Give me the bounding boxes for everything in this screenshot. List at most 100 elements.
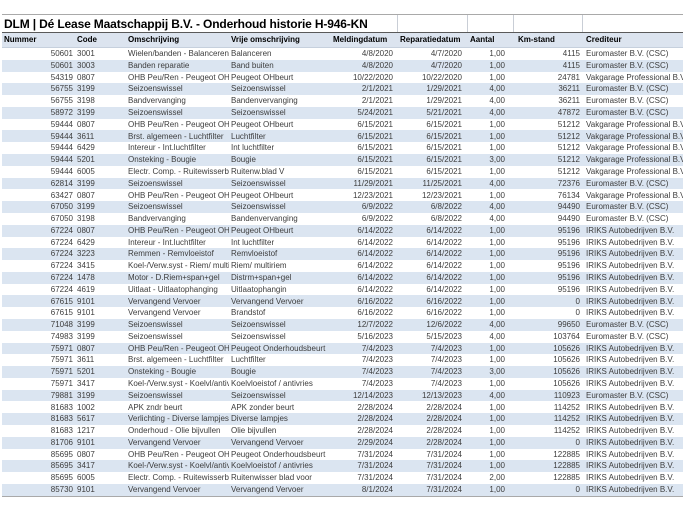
table-row: 50601 3001 Wielen/banden - Balanceren Balan… xyxy=(2,48,683,60)
cell-meldingdatum: 6/16/2022 xyxy=(357,296,393,306)
cell-km-stand: 51212 xyxy=(557,143,580,153)
cell-nummer: 67224 xyxy=(50,225,73,235)
cell-aantal: 1,00 xyxy=(489,249,505,259)
table-row: 85730 9101 Vervangend Vervoer Vervangend Ve… xyxy=(2,483,683,496)
cell-km-stand: 95196 xyxy=(557,261,580,271)
cell-crediteur: Vakgarage Professional B.V. xyxy=(586,155,683,165)
cell-meldingdatum: 6/14/2022 xyxy=(357,272,393,282)
table-row: 67615 9101 Vervangend Vervoer Brandstof 6/16… xyxy=(2,307,683,319)
cell-aantal: 1,00 xyxy=(489,308,505,318)
cell-vrije-omschrijving: Olie bijvullen xyxy=(231,426,277,436)
cell-km-stand: 4115 xyxy=(562,49,580,59)
cell-vrije-omschrijving: Distrm+span+gel xyxy=(231,272,292,282)
column-header-km-stand: Km-stand xyxy=(518,35,555,45)
report-title: DLM | Dé Lease Maatschappij B.V. - Onder… xyxy=(4,16,368,31)
cell-nummer: 54319 xyxy=(50,72,73,82)
column-header-row: Nummer Code Omschrijving Vrije omschrijv… xyxy=(2,33,683,48)
cell-omschrijving: Bandvervanging xyxy=(128,96,186,106)
cell-aantal: 1,00 xyxy=(489,237,505,247)
cell-aantal: 1,00 xyxy=(489,284,505,294)
cell-vrije-omschrijving: Ruitenw.blad V xyxy=(231,166,285,176)
cell-aantal: 1,00 xyxy=(489,261,505,271)
table-row: 54319 0807 OHB Peu/Ren - Peugeot OHbe Peuge… xyxy=(2,72,683,84)
cell-code: 0807 xyxy=(77,190,95,200)
cell-km-stand: 122885 xyxy=(553,473,580,483)
cell-reparatiedatum: 6/14/2022 xyxy=(426,261,462,271)
cell-km-stand: 105626 xyxy=(553,379,580,389)
cell-km-stand: 95196 xyxy=(557,284,580,294)
cell-reparatiedatum: 10/22/2020 xyxy=(421,72,462,82)
cell-reparatiedatum: 5/15/2023 xyxy=(426,331,462,341)
cell-km-stand: 36211 xyxy=(558,84,580,94)
cell-aantal: 1,00 xyxy=(489,131,505,141)
table-row: 81683 1002 APK zndr beurt APK zonder beurt 2… xyxy=(2,401,683,413)
table-row: 59444 6005 Electr. Comp. - Ruitewisserbla R… xyxy=(2,166,683,178)
cell-omschrijving: Banden reparatie xyxy=(128,60,190,70)
cell-aantal: 1,00 xyxy=(489,449,505,459)
cell-reparatiedatum: 6/15/2021 xyxy=(426,143,462,153)
cell-km-stand: 0 xyxy=(575,308,580,318)
cell-nummer: 59444 xyxy=(50,155,73,165)
cell-reparatiedatum: 6/14/2022 xyxy=(426,237,462,247)
cell-reparatiedatum: 7/31/2024 xyxy=(426,473,462,483)
cell-nummer: 62814 xyxy=(50,178,73,188)
cell-km-stand: 51212 xyxy=(557,131,580,141)
cell-km-stand: 94490 xyxy=(557,214,580,224)
table-row: 85695 6005 Electr. Comp. - Ruitewisserbla R… xyxy=(2,472,683,484)
cell-km-stand: 47872 xyxy=(557,108,580,118)
column-header-aantal: Aantal xyxy=(470,35,495,45)
cell-code: 3199 xyxy=(77,178,95,188)
cell-aantal: 1,00 xyxy=(489,49,505,59)
cell-vrije-omschrijving: Peugeot Onderhoudsbeurt xyxy=(231,449,326,459)
cell-vrije-omschrijving: Vervangend Vervoer xyxy=(231,437,304,447)
cell-aantal: 4,00 xyxy=(489,331,505,341)
cell-reparatiedatum: 7/31/2024 xyxy=(426,449,462,459)
report-title-row: DLM | Dé Lease Maatschappij B.V. - Onder… xyxy=(2,14,683,33)
table-row: 56755 3199 Seizoenswissel Seizoenswissel 2/1… xyxy=(2,83,683,96)
cell-nummer: 67050 xyxy=(50,202,73,212)
cell-meldingdatum: 6/15/2021 xyxy=(357,119,393,129)
cell-meldingdatum: 2/29/2024 xyxy=(357,437,393,447)
cell-code: 3001 xyxy=(77,49,95,59)
cell-aantal: 1,00 xyxy=(489,119,505,129)
table-row: 85695 3417 Koel-/Verw.syst - Koelvl/antivr… xyxy=(2,460,683,473)
cell-crediteur: IRIKS Autobedrijven B.V. xyxy=(586,343,675,353)
cell-aantal: 4,00 xyxy=(489,178,505,188)
cell-nummer: 59444 xyxy=(50,131,73,141)
table-row: 67224 3223 Remmen - Remvloeistof Remvloeist… xyxy=(2,248,683,261)
cell-omschrijving: Electr. Comp. - Ruitewisserbla xyxy=(128,473,229,483)
cell-omschrijving: Seizoenswissel xyxy=(128,178,183,188)
cell-vrije-omschrijving: Seizoenswissel xyxy=(231,390,286,400)
cell-km-stand: 103764 xyxy=(553,331,580,341)
cell-km-stand: 105626 xyxy=(553,343,580,353)
title-empty-cell xyxy=(582,15,683,32)
cell-meldingdatum: 5/24/2021 xyxy=(357,108,393,118)
cell-crediteur: IRIKS Autobedrijven B.V. xyxy=(586,414,675,424)
cell-code: 3417 xyxy=(77,379,95,389)
table-row: 67224 6429 Intereur - Int.luchtfilter Int l… xyxy=(2,237,683,249)
cell-km-stand: 76134 xyxy=(557,190,580,200)
cell-code: 3611 xyxy=(77,131,95,141)
cell-meldingdatum: 6/15/2021 xyxy=(357,166,393,176)
cell-crediteur: Vakgarage Professional B.V. xyxy=(586,131,683,141)
cell-code: 6429 xyxy=(77,237,95,247)
cell-meldingdatum: 2/28/2024 xyxy=(357,426,393,436)
cell-nummer: 67224 xyxy=(50,261,73,271)
cell-reparatiedatum: 6/15/2021 xyxy=(426,119,462,129)
cell-km-stand: 122885 xyxy=(553,449,580,459)
table-row: 59444 5201 Onsteking - Bougie Bougie 6/15/20… xyxy=(2,154,683,166)
cell-vrije-omschrijving: Peugeot OHbeurt xyxy=(231,190,294,200)
cell-code: 3198 xyxy=(77,214,95,224)
cell-vrije-omschrijving: Seizoenswissel xyxy=(231,202,286,212)
cell-meldingdatum: 5/16/2023 xyxy=(357,331,393,341)
cell-aantal: 1,00 xyxy=(489,190,505,200)
cell-crediteur: Euromaster B.V. (CSC) xyxy=(586,390,669,400)
table-row: 59444 6429 Intereur - Int.luchtfilter Int l… xyxy=(2,142,683,154)
cell-aantal: 4,00 xyxy=(489,390,505,400)
column-header-code: Code xyxy=(77,35,97,45)
cell-omschrijving: Vervangend Vervoer xyxy=(128,437,201,447)
cell-code: 3199 xyxy=(77,108,95,118)
cell-aantal: 1,00 xyxy=(489,402,505,412)
table-row: 81683 1217 Onderhoud - Olie bijvullen Olie … xyxy=(2,425,683,437)
cell-crediteur: Euromaster B.V. (CSC) xyxy=(586,84,669,94)
